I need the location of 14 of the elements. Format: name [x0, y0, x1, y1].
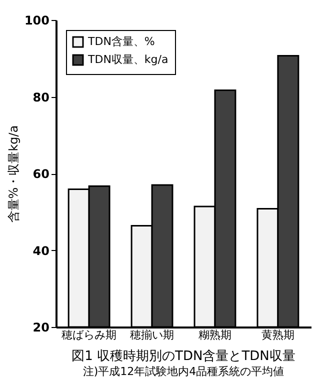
y-tick-label: 40	[32, 244, 50, 258]
y-tick-label: 60	[32, 167, 50, 181]
legend-label: TDN収量、kg/a	[87, 53, 168, 66]
legend-label: TDN含量、%	[87, 35, 155, 48]
y-axis-title: 含量%・収量kg/a	[6, 125, 20, 223]
y-tick-label: 20	[32, 320, 50, 334]
text: 図1 収穫時期別のTDN含量とTDN収量	[72, 349, 296, 364]
y-tick-label: 100	[24, 14, 50, 28]
x-tick-label: 黄熟期	[261, 328, 294, 342]
x-tick-label: 穂ばらみ期	[62, 328, 117, 342]
y-tick-label: 80	[32, 90, 50, 104]
x-tick-label: 糊熟期	[198, 328, 232, 342]
text: 注)平成12年試験地内4品種系統の平均値	[82, 365, 284, 378]
x-tick-label: 穂揃い期	[130, 328, 174, 342]
